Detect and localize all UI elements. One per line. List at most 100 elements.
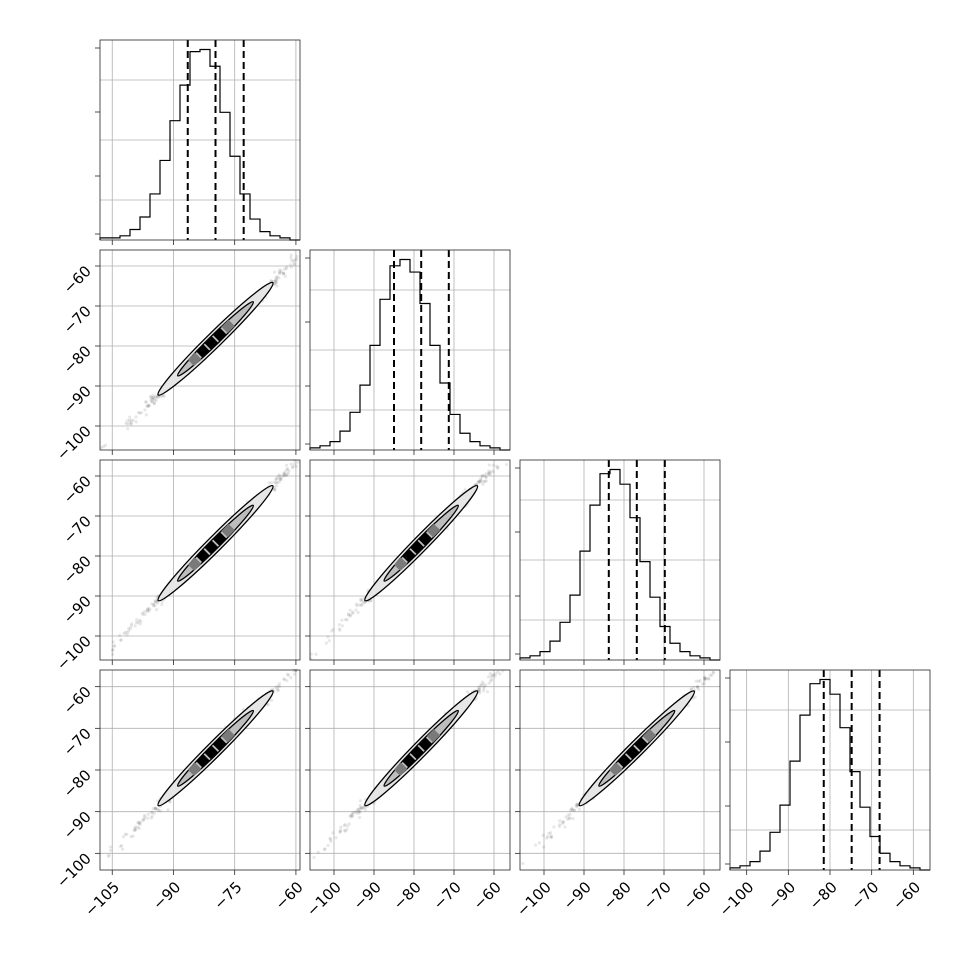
sample-point <box>354 809 358 814</box>
histogram-step <box>519 468 720 661</box>
sample-point <box>131 834 135 838</box>
sample-point <box>575 802 579 806</box>
sample-point <box>292 263 296 267</box>
sample-point <box>110 648 115 652</box>
contour-inner <box>176 709 255 787</box>
sample-point <box>125 832 129 836</box>
sample-point <box>561 819 565 824</box>
sample-point <box>136 820 140 824</box>
density-cell <box>393 762 408 776</box>
sample-point <box>354 811 358 815</box>
x-tickmarks-only <box>111 450 297 455</box>
sample-point <box>707 677 711 681</box>
contour-inner <box>176 301 255 377</box>
sample-point <box>134 420 138 424</box>
x-tick-label: −60 <box>680 878 715 913</box>
sample-point <box>154 394 158 398</box>
sample-point <box>479 683 483 687</box>
sample-point <box>282 677 286 681</box>
sample-point <box>566 817 570 821</box>
sample-point <box>359 597 363 601</box>
sample-point <box>356 809 360 814</box>
sample-point <box>351 814 355 818</box>
sample-point <box>151 603 156 607</box>
sample-point <box>127 418 132 422</box>
sample-point <box>487 470 491 475</box>
sample-point <box>140 611 145 615</box>
sample-point <box>496 465 500 469</box>
sample-point <box>533 843 538 847</box>
sample-point <box>274 478 278 482</box>
sample-point <box>278 268 282 272</box>
density-cell <box>221 523 235 538</box>
sample-point <box>546 835 550 839</box>
sample-point <box>277 684 282 689</box>
sample-point <box>111 648 115 652</box>
sample-point <box>489 675 493 679</box>
sample-point <box>144 413 148 417</box>
histogram-panel-2 <box>515 459 721 661</box>
sample-point <box>331 831 335 835</box>
sample-point <box>281 272 286 276</box>
sample-point <box>134 825 138 829</box>
sample-point <box>348 614 352 618</box>
x-tick-label: −80 <box>600 878 635 913</box>
sample-point <box>334 836 338 840</box>
sample-point <box>277 276 281 280</box>
sample-point <box>143 815 147 819</box>
sample-point <box>289 462 293 466</box>
sample-point <box>542 845 546 849</box>
sample-point <box>363 601 367 605</box>
sample-point <box>560 821 565 825</box>
sample-point <box>143 609 147 614</box>
sample-point <box>275 278 279 282</box>
sample-point <box>566 813 570 817</box>
scatter-panel-2-1 <box>309 459 511 661</box>
density-cell <box>196 549 210 563</box>
sample-point <box>312 855 316 860</box>
sample-point <box>343 829 347 833</box>
sample-point <box>703 676 707 681</box>
sample-point <box>360 602 364 607</box>
sample-point <box>504 462 509 467</box>
sample-point <box>557 824 562 829</box>
sample-point <box>703 676 707 680</box>
sample-point <box>274 477 279 481</box>
sample-point <box>147 609 151 613</box>
sample-point <box>277 682 282 686</box>
sample-point <box>484 475 488 479</box>
y-tick-label: −90 <box>60 808 95 843</box>
sample-point <box>338 830 342 834</box>
sample-point <box>131 418 135 422</box>
density-cell <box>212 327 227 342</box>
sample-point <box>563 825 567 829</box>
sample-point <box>146 607 150 611</box>
sample-point <box>541 833 545 837</box>
sample-point <box>570 808 575 812</box>
sample-point <box>159 395 163 399</box>
sample-point <box>351 811 355 815</box>
sample-point <box>277 479 281 484</box>
sample-point <box>363 808 367 812</box>
sample-point <box>143 400 148 404</box>
sample-point <box>133 828 137 832</box>
density-cell <box>410 745 424 760</box>
sample-point <box>151 806 155 811</box>
sample-point <box>123 832 127 836</box>
sample-point <box>484 472 488 476</box>
x-tickmarks-only-0 <box>111 240 297 245</box>
sample-point <box>281 271 285 275</box>
density-cell <box>212 532 227 546</box>
sample-point <box>487 469 491 473</box>
sample-point <box>326 635 330 639</box>
sample-point <box>156 807 160 812</box>
sample-point <box>122 631 126 636</box>
y-tick-label: −70 <box>60 512 95 547</box>
sample-point <box>147 403 151 408</box>
density-cell <box>187 557 202 571</box>
density-contours <box>578 690 696 807</box>
sample-point <box>274 280 279 284</box>
sample-point <box>136 825 140 829</box>
sample-point <box>138 822 142 826</box>
sample-point <box>477 480 481 484</box>
